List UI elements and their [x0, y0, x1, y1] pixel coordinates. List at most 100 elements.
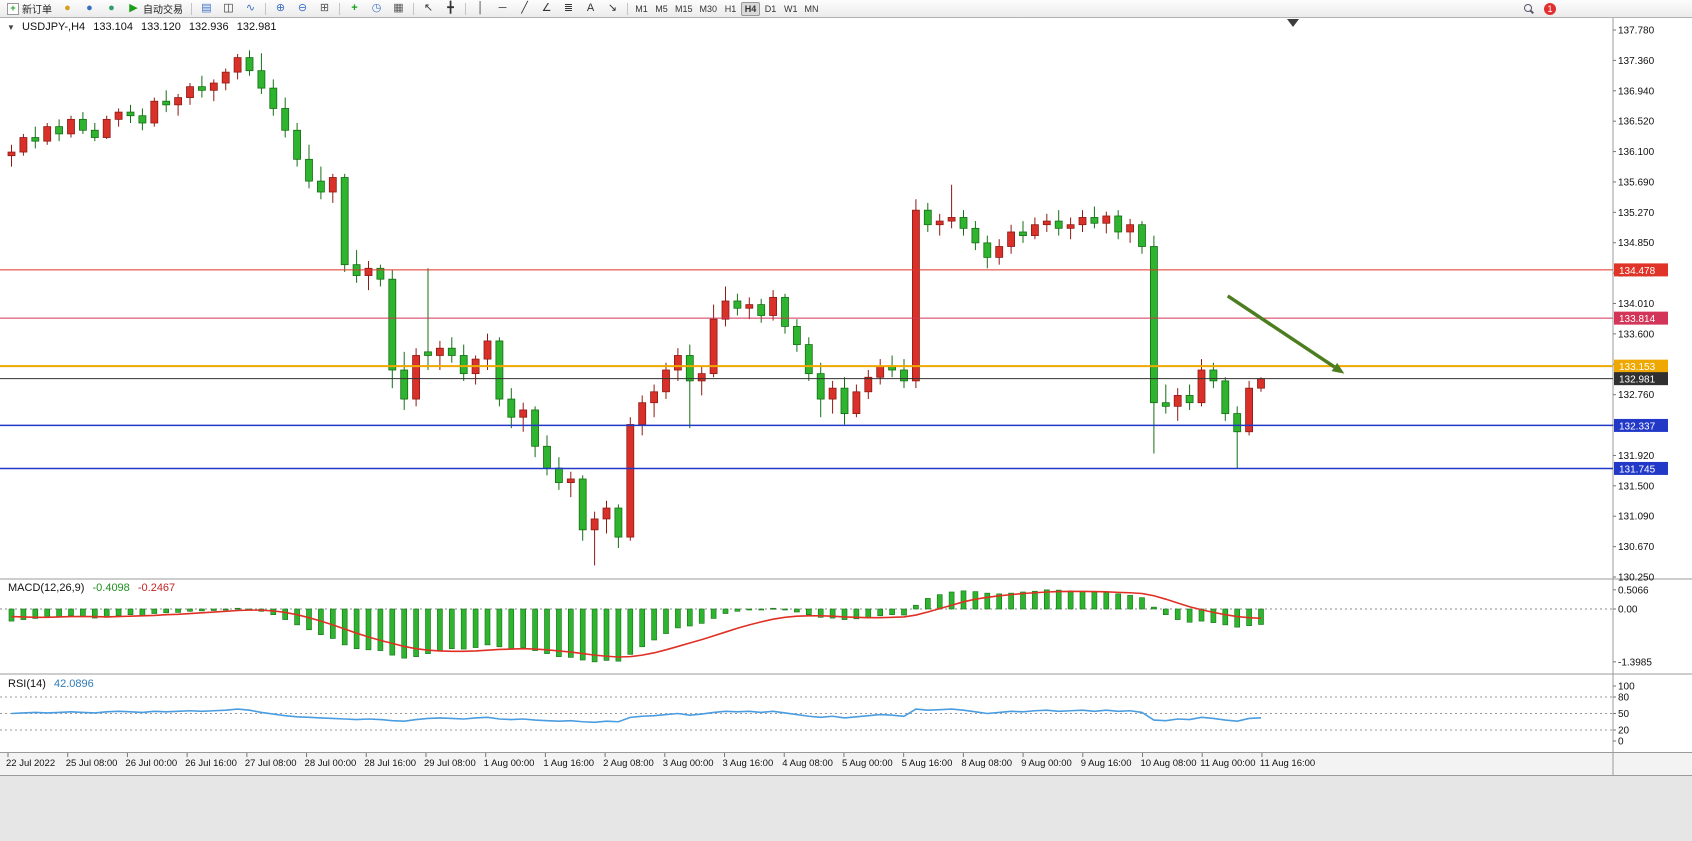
macd-bar — [1234, 608, 1240, 628]
price-axis-label: 130.670 — [1618, 542, 1655, 553]
toolbar-separator — [265, 2, 266, 15]
candle-body — [305, 158, 313, 182]
macd-signal-line — [11, 590, 1262, 658]
macd-bar — [794, 608, 800, 613]
macd-bar — [877, 608, 884, 617]
candle-body — [947, 217, 956, 222]
timeframe-button-mn[interactable]: MN — [802, 2, 822, 16]
macd-bar — [175, 608, 181, 613]
timeframe-button-m1[interactable]: M1 — [632, 2, 651, 16]
timeframe-button-w1[interactable]: W1 — [781, 2, 801, 16]
announcements-button[interactable]: ● — [57, 1, 78, 16]
price-axis-label: 135.270 — [1618, 208, 1655, 219]
macd-bar — [567, 608, 574, 658]
candle-body — [614, 507, 623, 538]
macd-bar — [56, 608, 62, 617]
text-tool-icon: A — [586, 2, 595, 14]
candle-body — [43, 126, 52, 142]
time-axis-label: 5 Aug 16:00 — [902, 758, 953, 769]
candle-body — [685, 355, 694, 382]
search-button[interactable] — [1519, 1, 1539, 16]
new-order-button[interactable]: + 新订单 — [3, 1, 56, 16]
macd-bar — [996, 593, 1003, 610]
profile-button[interactable]: ● — [79, 1, 100, 16]
templates-icon: ▦ — [393, 2, 404, 14]
price-axis-label: 136.520 — [1618, 117, 1655, 128]
timeframe-button-h4[interactable]: H4 — [741, 1, 761, 16]
timeframe-button-h1[interactable]: H1 — [721, 2, 740, 16]
crosshair-icon: ╋ — [447, 2, 454, 14]
macd-bar — [936, 594, 943, 610]
timeframe-button-m15[interactable]: M15 — [672, 2, 696, 16]
candle-body — [1126, 224, 1134, 233]
candle-body — [793, 326, 801, 345]
candle-body — [1209, 369, 1218, 382]
candle-body — [1042, 220, 1051, 226]
candlestick-chart-button[interactable]: ◫ — [218, 1, 239, 16]
indicators-button[interactable]: + — [344, 1, 365, 16]
notification-badge[interactable]: 1 — [1544, 2, 1556, 15]
time-axis-label: 26 Jul 16:00 — [185, 758, 237, 769]
macd-bar — [722, 608, 729, 614]
bar-chart-button[interactable]: ▤ — [196, 1, 217, 16]
timeframe-button-m5[interactable]: M5 — [652, 2, 671, 16]
trendline-button[interactable]: ╱ — [514, 1, 535, 16]
one-click-collapse-icon[interactable]: ▼ — [7, 23, 15, 32]
text-tool-button[interactable]: A — [580, 1, 601, 16]
channel-button[interactable]: ∠ — [536, 1, 557, 16]
macd-bar — [627, 608, 634, 655]
support-button[interactable]: ● — [101, 1, 122, 16]
price-axis-label: 134.850 — [1618, 238, 1655, 249]
candle-body — [233, 57, 242, 73]
zoom-in-button[interactable]: ⊕ — [270, 1, 291, 16]
annotation-arrow-head — [1331, 362, 1345, 374]
timeframe-button-m30[interactable]: M30 — [697, 2, 721, 16]
macd-bar — [1020, 591, 1026, 610]
annotation-arrow[interactable] — [1226, 294, 1336, 369]
candle-body — [912, 209, 920, 382]
macd-bar — [20, 608, 27, 620]
timeframe-button-d1[interactable]: D1 — [761, 2, 780, 16]
macd-bar — [163, 608, 169, 614]
line-chart-icon: ∿ — [245, 2, 256, 14]
autotrading-button[interactable]: ▶ 自动交易 — [123, 1, 187, 17]
tile-windows-button[interactable]: ⊞ — [314, 1, 335, 16]
macd-bar — [282, 608, 289, 620]
candle-body — [1138, 224, 1146, 247]
zoom-out-button[interactable]: ⊖ — [292, 1, 313, 16]
toolbar-separator — [627, 2, 628, 15]
crosshair-button[interactable]: ╋ — [440, 1, 461, 16]
horizontal-line-button[interactable]: ─ — [492, 1, 513, 16]
rsi-line — [11, 708, 1262, 724]
fibonacci-button[interactable]: ≣ — [558, 1, 579, 16]
periods-button[interactable]: ◷ — [366, 1, 387, 16]
rsi-scale-label: 20 — [1618, 726, 1630, 737]
macd-bar — [1091, 591, 1098, 610]
vertical-line-icon: │ — [477, 2, 484, 14]
time-axis-label: 27 Jul 08:00 — [245, 758, 297, 769]
candle-body — [340, 177, 349, 266]
templates-button[interactable]: ▦ — [388, 1, 409, 16]
macd-bar — [1115, 593, 1121, 610]
rsi-scale-label: 100 — [1618, 682, 1635, 693]
macd-bar — [425, 608, 431, 654]
candle-body — [638, 402, 647, 425]
macd-bar — [901, 608, 907, 616]
candle-body — [269, 87, 278, 109]
new-order-label: 新订单 — [22, 5, 52, 16]
vertical-line-button[interactable]: │ — [470, 1, 491, 16]
macd-bar — [758, 608, 765, 611]
macd-bar — [544, 608, 550, 654]
candle-body — [376, 267, 385, 280]
chart-shift-marker[interactable] — [1287, 19, 1299, 27]
candle-body — [1019, 231, 1027, 236]
arrow-tool-button[interactable]: ↘ — [602, 1, 623, 16]
line-chart-button[interactable]: ∿ — [240, 1, 261, 16]
candle-body — [245, 57, 254, 72]
cursor-button[interactable]: ↖ — [418, 1, 439, 16]
macd-bar — [448, 608, 455, 649]
candle-body — [566, 478, 575, 484]
macd-bar — [651, 608, 657, 641]
